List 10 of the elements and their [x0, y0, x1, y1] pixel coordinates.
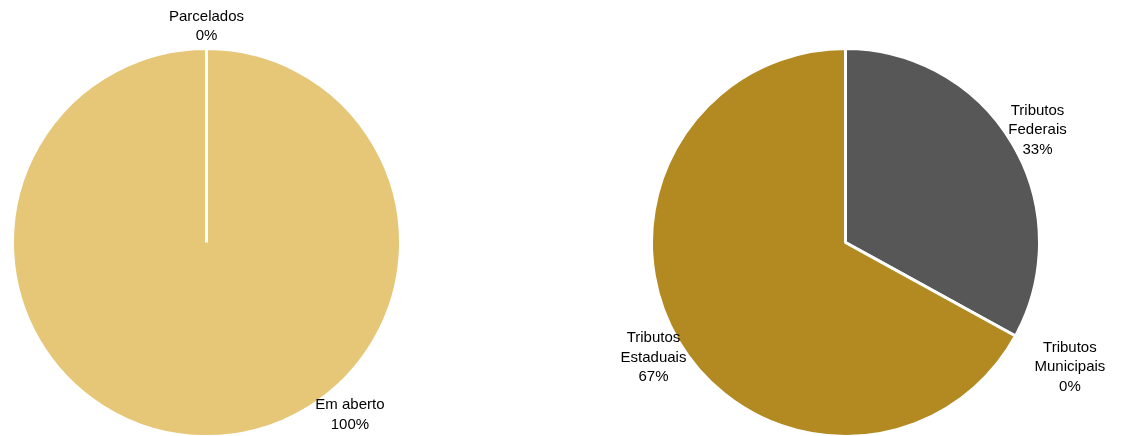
slice-label: Tributos Estaduais [620, 328, 687, 365]
data-label: 67% [638, 367, 669, 385]
category-label: Parcelados [168, 6, 245, 24]
data-label: 100% [330, 414, 370, 432]
slice-label: Tributos Federais [1008, 100, 1067, 138]
text: 0% [195, 26, 218, 44]
category-label: Tributos Municipais [1034, 337, 1106, 375]
text: 0% [1059, 376, 1081, 394]
slice-label: Em aberto [315, 395, 385, 413]
data-label: 33% [1022, 139, 1053, 157]
